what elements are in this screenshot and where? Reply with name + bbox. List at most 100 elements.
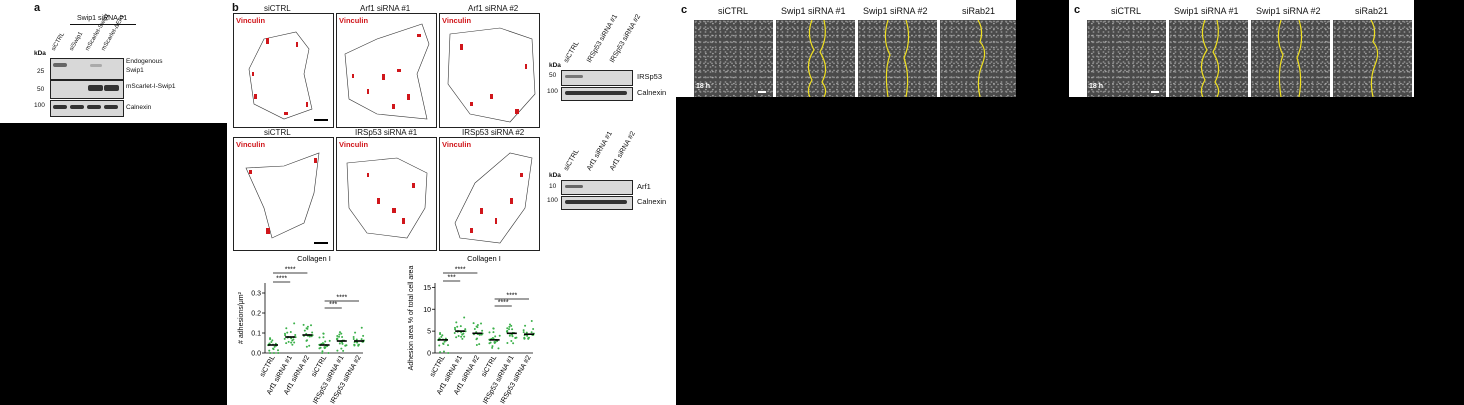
data-point xyxy=(455,321,458,324)
data-point xyxy=(438,344,441,347)
adhesion-area-chart: Collagen I Adhesion area % of total cell … xyxy=(408,254,535,405)
x-tick-label: siCTRL xyxy=(481,354,499,378)
blot-label: Calnexin xyxy=(126,104,152,111)
cell-image: Vinculin xyxy=(233,13,334,128)
y-tick-label: 5 xyxy=(427,329,431,336)
data-point xyxy=(510,339,513,342)
blot-label: IRSp53 xyxy=(637,72,663,81)
band xyxy=(565,91,627,95)
cell-title: siCTRL xyxy=(264,4,291,13)
data-point xyxy=(338,335,341,338)
blot-label: Swip1 xyxy=(126,67,144,74)
microscopy-image xyxy=(940,20,1016,97)
significance-label: **** xyxy=(506,293,517,300)
data-point xyxy=(447,344,450,347)
data-point xyxy=(340,332,343,335)
data-point xyxy=(306,339,309,342)
scale-bar xyxy=(314,119,328,121)
significance-label: **** xyxy=(285,267,296,274)
band xyxy=(90,64,102,67)
microscopy-image xyxy=(1169,20,1248,97)
data-point xyxy=(362,334,365,337)
data-point xyxy=(360,326,363,329)
data-point xyxy=(290,341,293,344)
band xyxy=(104,85,119,91)
data-point xyxy=(443,340,446,343)
y-axis-label: Adhesion area % of total cell area xyxy=(408,266,415,371)
data-point xyxy=(454,328,457,331)
data-point xyxy=(506,329,509,332)
data-point xyxy=(522,331,525,334)
x-tick-label: siCTRL xyxy=(429,354,447,378)
y-axis-label: # adhesions/μm² xyxy=(238,291,245,344)
data-point xyxy=(475,344,478,347)
data-point xyxy=(510,324,513,327)
data-point xyxy=(522,329,525,332)
microscopy-image: 18 h xyxy=(694,20,773,97)
data-point xyxy=(492,337,495,340)
data-point xyxy=(322,342,325,345)
wound-edge xyxy=(1200,20,1220,97)
data-point xyxy=(459,325,462,328)
data-point xyxy=(340,347,343,350)
data-point xyxy=(508,325,511,328)
data-point xyxy=(463,316,466,319)
y-tick-label: 0.2 xyxy=(251,311,261,318)
data-point xyxy=(341,341,344,344)
significance-label: *** xyxy=(329,302,337,309)
data-point xyxy=(492,331,495,334)
wound-edge xyxy=(1370,20,1379,97)
data-point xyxy=(342,349,345,352)
marker: 100 xyxy=(547,88,558,95)
data-point xyxy=(327,352,330,354)
data-point xyxy=(272,348,275,351)
column-title: siRab21 xyxy=(1355,6,1389,16)
marker: 50 xyxy=(549,72,557,79)
data-point xyxy=(462,332,465,335)
significance-label: **** xyxy=(276,276,287,283)
data-point xyxy=(456,325,459,328)
data-point xyxy=(285,342,288,345)
significance-label: **** xyxy=(336,295,347,302)
data-point xyxy=(460,335,463,338)
blot-label: Calnexin xyxy=(637,197,667,206)
data-point xyxy=(324,340,327,343)
microscopy-image xyxy=(858,20,937,97)
group-label: Swip1 siRNA #1 xyxy=(77,15,128,22)
lane-label: siSwip1 xyxy=(68,31,85,52)
data-point xyxy=(310,324,313,327)
data-point xyxy=(292,338,295,341)
data-point xyxy=(512,342,515,345)
data-point xyxy=(481,329,484,332)
data-point xyxy=(322,336,325,339)
stain-label: Vinculin xyxy=(442,16,472,25)
data-point xyxy=(321,350,324,353)
band xyxy=(565,185,583,188)
column-title: Swip1 siRNA #2 xyxy=(1256,6,1321,16)
data-point xyxy=(291,343,294,346)
data-point xyxy=(268,349,271,352)
data-point xyxy=(464,328,467,331)
data-point xyxy=(506,327,509,330)
data-point xyxy=(269,352,272,354)
band xyxy=(88,85,103,91)
data-point xyxy=(497,347,500,350)
cell-outline xyxy=(346,157,428,239)
band xyxy=(104,105,118,109)
kda-label: kDa xyxy=(34,50,46,57)
data-point xyxy=(508,323,511,326)
significance-label: *** xyxy=(448,275,456,282)
wound-edge xyxy=(977,20,986,97)
data-point xyxy=(472,322,475,325)
data-point xyxy=(491,346,494,349)
y-tick-label: 0.0 xyxy=(251,351,261,358)
panel-c1: c siCTRL Swip1 siRNA #1 Swip1 siRNA #2 s… xyxy=(676,0,1016,97)
data-point xyxy=(457,334,460,337)
data-point xyxy=(508,328,511,331)
blot-label: mScarlet-I-Swip1 xyxy=(126,83,176,90)
marker: 50 xyxy=(37,86,45,93)
data-point xyxy=(442,350,445,353)
data-point xyxy=(305,345,308,348)
data-point xyxy=(336,349,339,352)
data-point xyxy=(353,344,356,347)
